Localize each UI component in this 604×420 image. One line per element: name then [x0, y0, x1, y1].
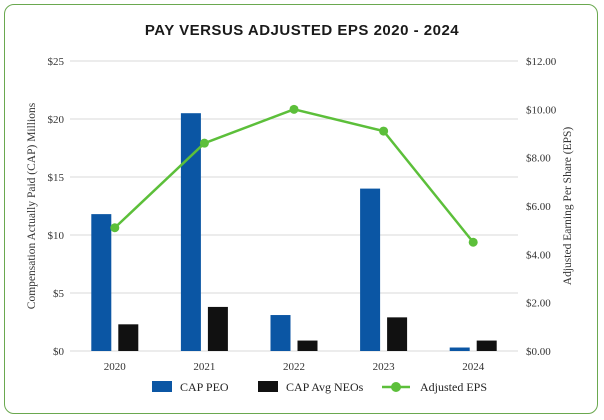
x-tick-label: 2020: [104, 361, 127, 373]
bar-cap-avg-neos-2023: [387, 317, 408, 351]
chart-title: PAY VERSUS ADJUSTED EPS 2020 - 2024: [144, 22, 460, 39]
legend: CAP PEO CAP Avg NEOs Adjusted EPS: [152, 380, 487, 394]
y-axis-left-label: Compensation Actually Paid (CAP) Million…: [26, 102, 38, 309]
y-right-tick-label: $4.00: [526, 249, 551, 261]
bar-cap-peo-2024: [449, 347, 470, 351]
y-left-tick-label: $5: [53, 288, 65, 300]
grid-lines: [70, 60, 518, 352]
bar-cap-peo-2022: [270, 315, 291, 351]
y-axis-right-label: Adjusted Earning Per Share (EPS): [562, 127, 574, 286]
bar-cap-avg-neos-2021: [207, 306, 228, 351]
eps-point-2024: [468, 237, 478, 247]
y-right-tick-label: $0.00: [526, 346, 551, 358]
x-tick-label: 2024: [462, 361, 485, 373]
legend-marker: [391, 382, 401, 392]
bar-cap-avg-neos-2024: [476, 340, 497, 351]
legend-label: CAP PEO: [180, 380, 229, 394]
x-tick-label: 2021: [193, 361, 215, 373]
left-axis-ticks: $0 $5 $10 $15 $20 $25: [48, 56, 65, 358]
y-right-tick-label: $6.00: [526, 201, 551, 213]
eps-point-2022: [289, 104, 299, 114]
eps-point-2020: [110, 223, 120, 233]
y-left-tick-label: $10: [48, 230, 65, 242]
bar-cap-peo-2021: [180, 113, 201, 351]
y-right-tick-label: $2.00: [526, 298, 551, 310]
y-right-tick-label: $10.00: [526, 104, 557, 116]
bar-cap-peo-2020: [91, 214, 112, 351]
eps-point-2023: [379, 126, 389, 136]
y-left-tick-label: $20: [48, 114, 65, 126]
x-tick-label: 2022: [283, 361, 305, 373]
legend-swatch-0: [152, 381, 172, 392]
eps-point-2021: [199, 138, 209, 148]
right-axis-ticks: $0.00 $2.00 $4.00 $6.00 $8.00 $10.00 $12.00: [526, 56, 557, 358]
legend-swatch-1: [258, 381, 278, 392]
y-left-tick-label: $15: [48, 172, 65, 184]
eps-series-line: [113, 108, 475, 244]
bar-cap-avg-neos-2020: [118, 324, 139, 351]
x-tick-label: 2023: [373, 361, 396, 373]
bars: [91, 113, 497, 351]
y-left-tick-label: $0: [53, 346, 65, 358]
legend-label: CAP Avg NEOs: [286, 380, 364, 394]
y-right-tick-label: $12.00: [526, 56, 557, 68]
bar-cap-avg-neos-2022: [297, 340, 318, 351]
bar-cap-peo-2023: [360, 188, 381, 351]
x-axis-ticks: 2020 2021 2022 2023 2024: [104, 361, 485, 373]
eps-line: [110, 104, 478, 247]
y-left-tick-label: $25: [48, 56, 65, 68]
legend-label: Adjusted EPS: [420, 380, 487, 394]
y-right-tick-label: $8.00: [526, 153, 551, 165]
